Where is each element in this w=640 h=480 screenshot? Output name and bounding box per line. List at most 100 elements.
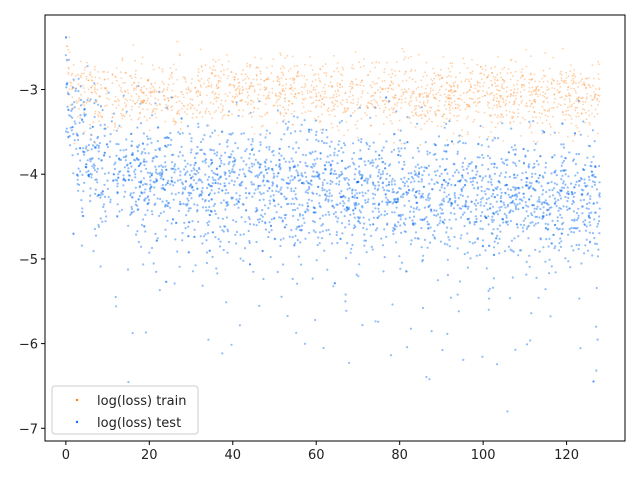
scatter-point	[116, 191, 119, 194]
scatter-point	[572, 227, 575, 230]
scatter-point	[264, 136, 267, 139]
scatter-point	[68, 144, 72, 147]
scatter-point	[196, 152, 199, 155]
scatter-point	[425, 87, 427, 90]
scatter-point	[270, 72, 273, 75]
scatter-point	[560, 74, 563, 76]
scatter-point	[306, 92, 309, 95]
scatter-point	[584, 121, 586, 124]
scatter-point	[233, 203, 236, 206]
scatter-point	[563, 169, 566, 172]
scatter-point	[412, 90, 415, 92]
scatter-point	[205, 158, 208, 161]
scatter-point	[531, 93, 533, 96]
scatter-point	[75, 147, 78, 150]
scatter-point	[574, 106, 577, 109]
scatter-point	[289, 167, 292, 170]
scatter-point	[174, 193, 177, 196]
scatter-point	[463, 184, 467, 187]
scatter-point	[90, 176, 93, 179]
scatter-point	[543, 95, 546, 98]
scatter-point	[329, 163, 333, 166]
scatter-point	[535, 116, 537, 119]
scatter-point	[219, 240, 222, 243]
scatter-point	[104, 127, 107, 130]
scatter-point	[438, 222, 441, 225]
scatter-point	[242, 233, 245, 236]
scatter-point	[66, 59, 69, 62]
scatter-point	[377, 184, 380, 187]
scatter-point	[154, 82, 156, 84]
scatter-point	[550, 242, 554, 245]
scatter-point	[65, 45, 68, 47]
scatter-point	[112, 179, 115, 182]
scatter-point	[478, 90, 481, 92]
scatter-point	[267, 94, 270, 96]
scatter-point	[506, 95, 509, 98]
scatter-point	[348, 85, 351, 88]
scatter-point	[514, 188, 517, 191]
scatter-point	[323, 249, 326, 252]
scatter-point	[207, 183, 211, 186]
scatter-point	[341, 196, 344, 199]
scatter-point	[544, 92, 547, 95]
scatter-point	[456, 87, 459, 89]
scatter-point	[234, 158, 237, 161]
scatter-point	[533, 188, 536, 191]
scatter-point	[548, 272, 551, 275]
scatter-point	[237, 114, 240, 117]
scatter-point	[595, 369, 598, 372]
scatter-point	[235, 202, 238, 205]
scatter-point	[414, 222, 417, 225]
scatter-point	[265, 129, 268, 132]
scatter-point	[201, 70, 204, 72]
scatter-point	[144, 188, 147, 191]
scatter-point	[570, 122, 573, 125]
scatter-point	[481, 227, 484, 231]
scatter-point	[528, 198, 531, 201]
scatter-point	[521, 83, 523, 86]
scatter-point	[194, 264, 197, 267]
scatter-point	[95, 101, 98, 103]
scatter-point	[167, 136, 170, 139]
scatter-point	[426, 120, 428, 123]
scatter-point	[160, 109, 163, 112]
scatter-point	[581, 205, 584, 208]
scatter-point	[190, 148, 193, 151]
scatter-point	[591, 174, 594, 177]
scatter-point	[363, 222, 366, 225]
scatter-point	[159, 177, 162, 180]
scatter-point	[159, 212, 162, 215]
scatter-point	[354, 207, 357, 210]
scatter-point	[436, 125, 439, 127]
scatter-point	[520, 95, 523, 97]
scatter-point	[537, 296, 540, 299]
scatter-point	[574, 89, 577, 92]
scatter-point	[82, 150, 85, 153]
scatter-point	[588, 212, 591, 215]
scatter-point	[72, 232, 75, 235]
scatter-point	[296, 207, 299, 210]
legend-marker-test	[75, 420, 79, 424]
scatter-point	[251, 183, 254, 186]
scatter-point	[142, 99, 145, 101]
scatter-point	[311, 175, 314, 178]
scatter-point	[294, 87, 296, 90]
scatter-point	[527, 166, 530, 169]
scatter-point	[598, 181, 601, 184]
scatter-point	[535, 159, 539, 163]
scatter-point	[347, 207, 350, 211]
scatter-point	[211, 182, 214, 185]
scatter-point	[266, 180, 269, 183]
scatter-point	[535, 276, 538, 279]
scatter-point	[555, 204, 558, 208]
scatter-point	[104, 87, 106, 90]
scatter-point	[318, 173, 321, 176]
scatter-point	[317, 174, 320, 177]
scatter-point	[440, 125, 443, 128]
scatter-point	[193, 228, 196, 231]
scatter-point	[172, 120, 175, 123]
scatter-point	[103, 123, 106, 126]
scatter-point	[187, 88, 190, 91]
scatter-point	[183, 221, 186, 224]
